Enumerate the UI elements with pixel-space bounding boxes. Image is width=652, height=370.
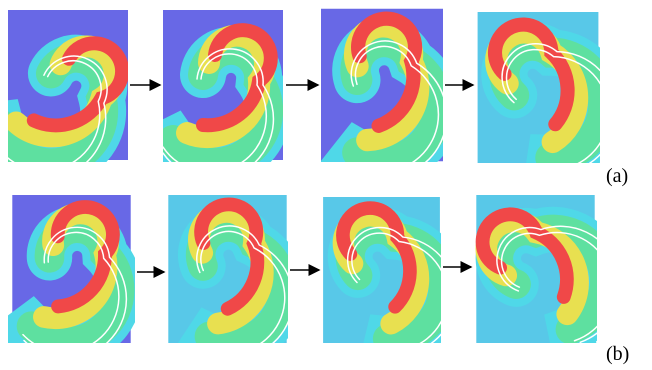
panel-row-b: (b): [0, 193, 634, 365]
panel: [283, 8, 467, 202]
panel: [0, 195, 136, 365]
panel: [287, 195, 480, 365]
panel: [0, 10, 132, 196]
panel: [458, 195, 634, 365]
row-label: (b): [606, 343, 629, 365]
figure: (a) (b): [0, 0, 652, 365]
panel-row-a: (a): [0, 8, 641, 205]
row-label: (a): [606, 165, 628, 187]
panel: [143, 10, 283, 179]
panel: [130, 193, 315, 365]
